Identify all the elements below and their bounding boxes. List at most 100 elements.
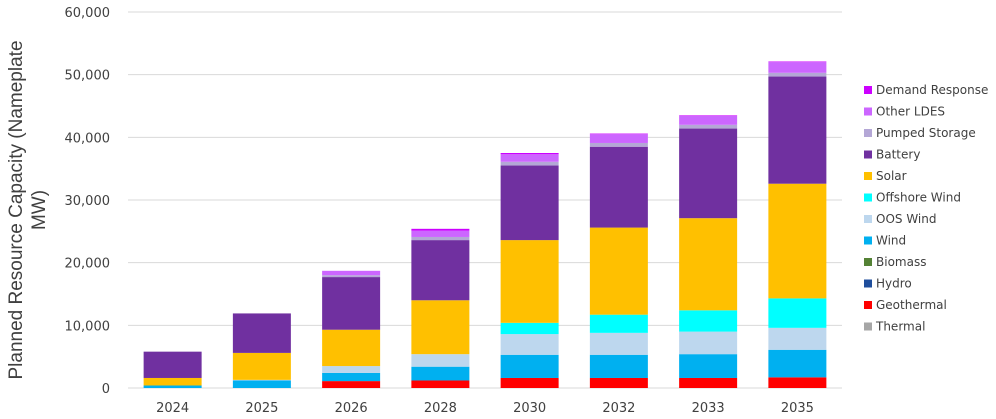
bar-2024-solar (143, 377, 202, 386)
bar-2026-other-ldes (322, 270, 381, 276)
bar-2026-wind (322, 372, 381, 382)
bar-2024-battery (143, 351, 202, 378)
legend-label: Solar (876, 169, 907, 183)
legend-swatch-hydro (864, 279, 872, 288)
bar-2033-pumped-storage (679, 124, 738, 129)
legend-swatch-oos-wind (864, 215, 872, 223)
x-axis-ticks: 2024 2025 2026 2028 2030 2032 2033 2035 (156, 401, 814, 416)
bar-2026-battery (322, 277, 381, 330)
bar-2035-demand-response (768, 61, 827, 63)
y-tick-label: 20,000 (65, 257, 111, 272)
bar-2035-pumped-storage (768, 72, 827, 77)
legend-swatch-thermal (864, 322, 872, 331)
y-tick-label: 30,000 (65, 194, 111, 209)
bar-2033-offshore-wind (679, 310, 738, 332)
bar-2032-solar (589, 227, 648, 315)
x-tick-label: 2033 (692, 401, 725, 416)
bar-2030-oos-wind (500, 334, 559, 355)
bar-2032-other-ldes (589, 134, 648, 143)
bar-2030-solar (500, 240, 559, 323)
y-axis-label-line-1: Planned Resource Capacity (Nameplate (6, 40, 27, 379)
x-tick-label: 2028 (424, 401, 457, 416)
y-tick-label: 10,000 (65, 319, 111, 334)
legend-label: Thermal (875, 320, 925, 334)
legend-label: Offshore Wind (876, 191, 961, 205)
y-tick-label: 50,000 (65, 69, 111, 84)
y-axis-label-line-2: MW) (29, 190, 50, 230)
bar-2026-solar (322, 329, 381, 367)
bar-2033-wind (679, 354, 738, 378)
legend-label: OOS Wind (876, 212, 936, 226)
bar-2032-demand-response (589, 133, 648, 135)
y-tick-label: 60,000 (65, 6, 111, 21)
bar-2026-geothermal (322, 381, 381, 388)
bar-2035-other-ldes (768, 62, 827, 73)
bar-2030-pumped-storage (500, 161, 559, 166)
bar-2032-wind (589, 354, 648, 378)
y-tick-label: 40,000 (65, 131, 111, 146)
bar-2032-geothermal (589, 377, 648, 388)
bar-2025-oos-wind (232, 379, 291, 381)
bar-2030-demand-response (500, 153, 559, 155)
legend-swatch-offshore-wind (864, 193, 872, 202)
legend-swatch-pumped-storage (864, 129, 872, 137)
bar-2032-offshore-wind (589, 314, 648, 333)
bar-2035-battery (768, 76, 827, 184)
bar-2024-wind (143, 385, 202, 388)
bar-2033-other-ldes (679, 116, 738, 125)
x-tick-label: 2025 (245, 401, 278, 416)
x-tick-label: 2026 (335, 401, 368, 416)
bar-2032-oos-wind (589, 332, 648, 355)
x-tick-label: 2024 (156, 401, 189, 416)
legend-label: Biomass (876, 255, 926, 269)
bar-2030-battery (500, 165, 559, 241)
legend-label: Wind (876, 234, 906, 248)
bar-2028-wind (411, 366, 470, 381)
bar-2035-offshore-wind (768, 298, 827, 328)
legend-swatch-other-ldes (864, 107, 872, 116)
legend: Demand Response Other LDES Pumped Storage B… (864, 83, 988, 334)
bar-2026-pumped-storage (322, 275, 381, 278)
legend-label: Geothermal (876, 298, 947, 312)
bar-2035-solar (768, 183, 827, 299)
x-tick-label: 2030 (513, 401, 546, 416)
legend-swatch-battery (864, 150, 872, 159)
bars (143, 61, 827, 388)
bar-2033-battery (679, 128, 738, 219)
bar-2026-oos-wind (322, 366, 381, 373)
bar-2032-battery (589, 146, 648, 228)
bar-2035-geothermal (768, 377, 827, 388)
bar-2033-solar (679, 218, 738, 311)
bar-2028-solar (411, 300, 470, 355)
bar-2028-oos-wind (411, 354, 470, 367)
legend-label: Pumped Storage (876, 126, 976, 140)
bar-2030-offshore-wind (500, 322, 559, 335)
legend-swatch-biomass (864, 258, 872, 266)
bar-2025-solar (232, 352, 291, 380)
bar-2025-battery (232, 313, 291, 353)
bar-2035-oos-wind (768, 327, 827, 350)
legend-swatch-demand-response (864, 86, 872, 94)
y-tick-label: 0 (102, 382, 110, 397)
bar-2035-wind (768, 349, 827, 378)
bar-2028-battery (411, 240, 470, 301)
x-tick-label: 2035 (781, 401, 814, 416)
y-axis-ticks: 0 10,000 20,000 30,000 40,000 50,000 60,000 (65, 6, 111, 397)
legend-swatch-wind (864, 236, 872, 245)
x-tick-label: 2032 (602, 401, 635, 416)
bar-2033-geothermal (679, 377, 738, 388)
legend-label: Battery (876, 148, 920, 162)
bar-2030-geothermal (500, 377, 559, 388)
bar-2033-demand-response (679, 115, 738, 117)
bar-2028-demand-response (411, 228, 470, 231)
bar-2030-wind (500, 354, 559, 378)
bar-2033-oos-wind (679, 331, 738, 355)
legend-label: Other LDES (876, 105, 945, 119)
legend-label: Hydro (876, 277, 912, 291)
bar-2025-wind (232, 380, 291, 388)
bar-2028-geothermal (411, 380, 470, 388)
bar-2028-other-ldes (411, 230, 470, 237)
bar-2032-pumped-storage (589, 142, 648, 147)
legend-label: Demand Response (876, 83, 988, 97)
